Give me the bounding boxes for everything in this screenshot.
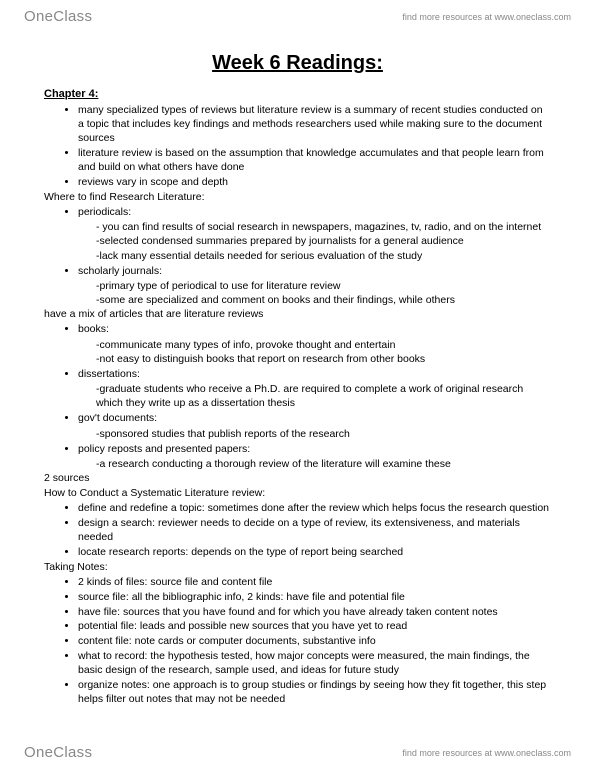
header-tagline: find more resources at www.oneclass.com: [402, 11, 571, 23]
sub-line: -communicate many types of info, provoke…: [44, 338, 551, 352]
list-item: design a search: reviewer needs to decid…: [78, 516, 551, 544]
chapter-heading: Chapter 4:: [44, 87, 551, 102]
sub-line: - you can find results of social researc…: [44, 220, 551, 234]
list-item: gov't documents:: [78, 411, 551, 425]
list-item: potential file: leads and possible new s…: [78, 619, 551, 633]
page-title: Week 6 Readings:: [0, 50, 595, 77]
list-item: books:: [78, 322, 551, 336]
list-item: reviews vary in scope and depth: [78, 175, 551, 189]
list-item: locate research reports: depends on the …: [78, 545, 551, 559]
list-item: many specialized types of reviews but li…: [78, 103, 551, 146]
where-policy: policy reposts and presented papers:: [44, 442, 551, 456]
sub-line: -some are specialized and comment on boo…: [44, 293, 551, 307]
outdent-line: 2 sources: [44, 471, 551, 485]
list-item: scholarly journals:: [78, 264, 551, 278]
list-item: literature review is based on the assump…: [78, 146, 551, 174]
brand-part1: One: [24, 8, 53, 25]
where-journals: scholarly journals:: [44, 264, 551, 278]
brand-logo: OneClass: [24, 7, 92, 27]
notes-list: 2 kinds of files: source file and conten…: [44, 575, 551, 706]
sub-line: -graduate students who receive a Ph.D. a…: [44, 382, 551, 410]
footer-tagline: find more resources at www.oneclass.com: [402, 747, 571, 759]
page-footer: OneClass find more resources at www.onec…: [0, 736, 595, 770]
brand-part2: Class: [53, 744, 92, 761]
sub-line: -primary type of periodical to use for l…: [44, 279, 551, 293]
list-item: periodicals:: [78, 205, 551, 219]
page-header: OneClass find more resources at www.onec…: [0, 0, 595, 34]
list-item: content file: note cards or computer doc…: [78, 634, 551, 648]
list-item: organize notes: one approach is to group…: [78, 678, 551, 706]
sub-line: -sponsored studies that publish reports …: [44, 427, 551, 441]
brand-logo: OneClass: [24, 743, 92, 763]
list-item: define and redefine a topic: sometimes d…: [78, 501, 551, 515]
intro-list: many specialized types of reviews but li…: [44, 103, 551, 189]
brand-part1: One: [24, 744, 53, 761]
list-item: 2 kinds of files: source file and conten…: [78, 575, 551, 589]
where-books: books:: [44, 322, 551, 336]
outdent-line: have a mix of articles that are literatu…: [44, 307, 551, 321]
sub-line: -not easy to distinguish books that repo…: [44, 352, 551, 366]
how-list: define and redefine a topic: sometimes d…: [44, 501, 551, 559]
where-govt: gov't documents:: [44, 411, 551, 425]
sub-line: -selected condensed summaries prepared b…: [44, 234, 551, 248]
where-dissertations: dissertations:: [44, 367, 551, 381]
list-item: source file: all the bibliographic info,…: [78, 590, 551, 604]
where-periodicals: periodicals:: [44, 205, 551, 219]
document-body: Chapter 4: many specialized types of rev…: [0, 87, 595, 706]
sub-line: -lack many essential details needed for …: [44, 249, 551, 263]
list-item: have file: sources that you have found a…: [78, 605, 551, 619]
list-item: policy reposts and presented papers:: [78, 442, 551, 456]
how-heading: How to Conduct a Systematic Literature r…: [44, 486, 551, 500]
list-item: dissertations:: [78, 367, 551, 381]
where-heading: Where to find Research Literature:: [44, 190, 551, 204]
sub-line: -a research conducting a thorough review…: [44, 457, 551, 471]
notes-heading: Taking Notes:: [44, 560, 551, 574]
list-item: what to record: the hypothesis tested, h…: [78, 649, 551, 677]
brand-part2: Class: [53, 8, 92, 25]
